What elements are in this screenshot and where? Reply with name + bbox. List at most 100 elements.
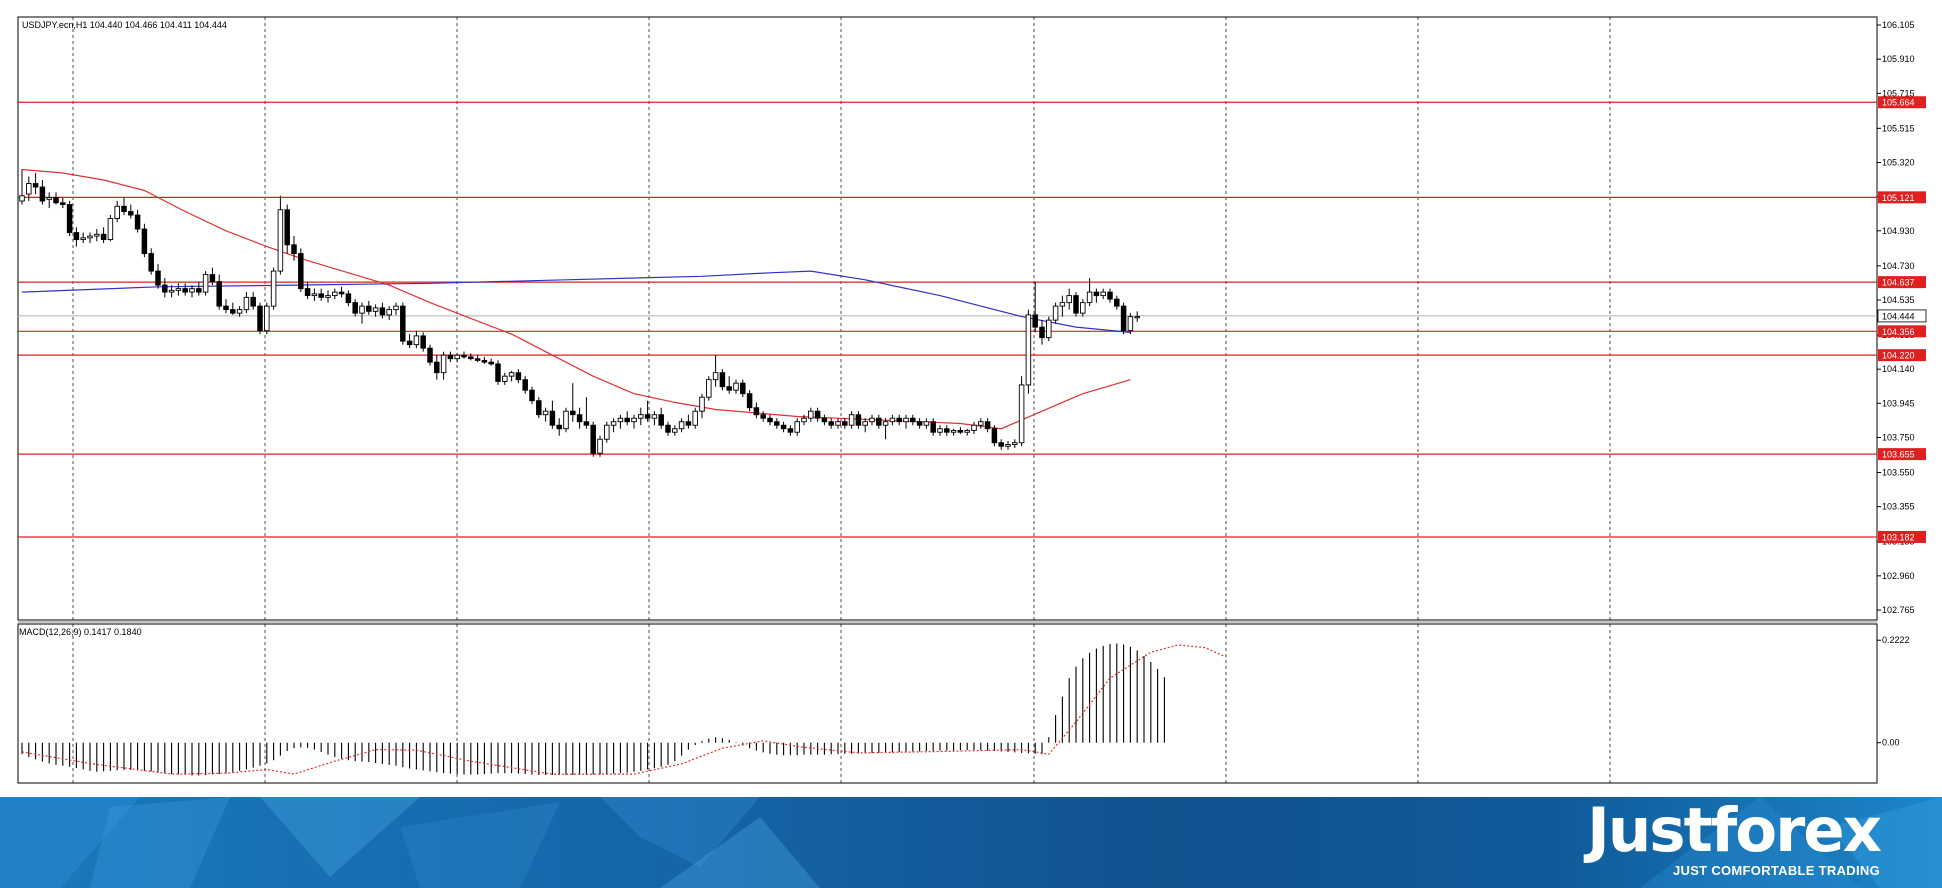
candle-body bbox=[930, 421, 936, 433]
price-tick-label: 104.730 bbox=[1882, 261, 1915, 271]
candle-body bbox=[978, 421, 984, 426]
price-tick-label: 103.355 bbox=[1882, 502, 1915, 512]
candle-body bbox=[26, 183, 32, 195]
candle-body bbox=[277, 209, 284, 272]
level-label: 105.121 bbox=[1882, 193, 1915, 203]
candle-body bbox=[53, 197, 59, 204]
level-label: 103.182 bbox=[1882, 532, 1915, 542]
candle-body bbox=[488, 361, 494, 365]
candle-body bbox=[243, 296, 250, 311]
candle-body bbox=[576, 414, 583, 423]
candle-body bbox=[420, 335, 426, 349]
candle-body bbox=[468, 356, 474, 360]
candle-body bbox=[311, 293, 318, 297]
candle-body bbox=[447, 354, 454, 360]
candle-body bbox=[298, 253, 304, 290]
level-label: 104.220 bbox=[1882, 351, 1915, 361]
level-tag bbox=[1878, 276, 1926, 289]
candle-body bbox=[60, 202, 66, 205]
candle-body bbox=[461, 354, 467, 358]
candle-body bbox=[733, 382, 739, 391]
candle-body bbox=[107, 218, 114, 241]
candle-body bbox=[257, 305, 263, 332]
candle-body bbox=[19, 195, 25, 202]
candle-body bbox=[66, 204, 73, 234]
candle-body bbox=[87, 235, 93, 239]
brand-banner: Justforex JUST COMFORTABLE TRADING bbox=[0, 797, 1942, 888]
current-price-label: 104.444 bbox=[1882, 311, 1915, 321]
symbol-header: USDJPY.ecn,H1 104.440 104.466 104.411 10… bbox=[22, 20, 227, 30]
candle-body bbox=[692, 410, 698, 426]
candle-body bbox=[168, 289, 175, 293]
candle-body bbox=[808, 410, 814, 419]
level-tag bbox=[1878, 349, 1926, 362]
candle-body bbox=[998, 442, 1004, 447]
candle-body bbox=[869, 417, 875, 423]
candle-body bbox=[134, 214, 141, 230]
candle-body bbox=[1018, 384, 1025, 444]
candle-body bbox=[624, 417, 630, 423]
candle-body bbox=[583, 421, 590, 426]
candle-body bbox=[474, 358, 481, 361]
candle-body bbox=[502, 375, 508, 382]
price-tick-label: 103.750 bbox=[1882, 432, 1915, 442]
candle-body bbox=[372, 307, 379, 312]
candle-body bbox=[386, 309, 392, 316]
candle-body bbox=[1005, 444, 1011, 447]
candle-body bbox=[515, 372, 522, 381]
candle-body bbox=[658, 414, 664, 426]
candle-body bbox=[100, 233, 107, 241]
candle-body bbox=[400, 305, 406, 342]
candle-body bbox=[835, 421, 841, 426]
candle-body bbox=[610, 421, 617, 426]
candle-body bbox=[801, 417, 807, 423]
candle-body bbox=[481, 359, 488, 363]
candle-body bbox=[440, 354, 447, 374]
price-tick-label: 105.910 bbox=[1882, 54, 1915, 64]
candle-body bbox=[631, 417, 637, 423]
justforex-logo: Justforex bbox=[1587, 797, 1882, 866]
candle-body bbox=[597, 438, 603, 454]
candle-body bbox=[189, 288, 195, 293]
candle-body bbox=[230, 309, 236, 314]
candle-body bbox=[284, 209, 290, 246]
price-panel-frame bbox=[17, 16, 1878, 621]
candle-body bbox=[32, 183, 39, 188]
price-tick-label: 106.105 bbox=[1882, 20, 1915, 30]
candle-body bbox=[896, 417, 902, 423]
candle-body bbox=[760, 414, 766, 419]
candle-body bbox=[1100, 291, 1106, 297]
level-label: 104.637 bbox=[1882, 278, 1915, 288]
candle-body bbox=[406, 340, 413, 346]
candle-body bbox=[1086, 291, 1093, 304]
candle-body bbox=[556, 424, 562, 430]
candle-body bbox=[821, 417, 828, 423]
price-tick-label: 103.550 bbox=[1882, 468, 1915, 478]
candle-body bbox=[964, 430, 970, 433]
candle-body bbox=[522, 379, 528, 391]
candle-body bbox=[746, 393, 753, 409]
candle-body bbox=[542, 410, 549, 416]
candle-body bbox=[80, 237, 86, 241]
candle-body bbox=[604, 424, 610, 440]
candle-body bbox=[1120, 305, 1127, 332]
candle-body bbox=[1046, 319, 1052, 339]
macd-tick-label: 0.2222 bbox=[1882, 635, 1910, 645]
macd-panel-frame bbox=[17, 623, 1878, 784]
candle-body bbox=[876, 417, 882, 426]
candle-body bbox=[236, 309, 243, 314]
current-price-tag bbox=[1877, 309, 1927, 323]
candle-body bbox=[39, 186, 46, 202]
candle-body bbox=[665, 424, 671, 433]
candle-body bbox=[617, 417, 624, 423]
candle-body bbox=[1012, 442, 1018, 445]
candle-body bbox=[94, 233, 100, 237]
candle-body bbox=[325, 295, 331, 298]
candle-body bbox=[862, 421, 868, 426]
candle-body bbox=[1127, 316, 1134, 332]
candle-body bbox=[182, 288, 188, 293]
candle-body bbox=[944, 428, 950, 433]
candle-body bbox=[1032, 314, 1038, 328]
candle-body bbox=[787, 428, 794, 433]
